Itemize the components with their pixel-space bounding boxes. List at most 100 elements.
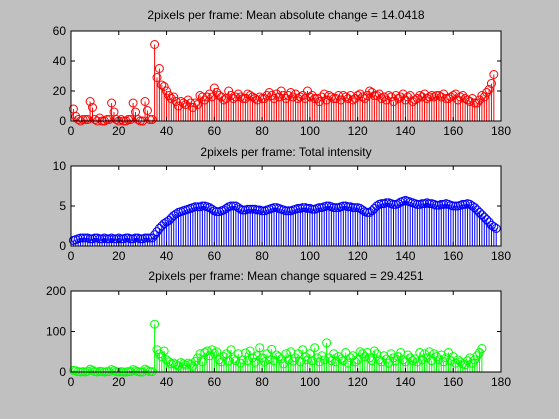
stem-marker [183,358,193,368]
stem-marker [224,356,234,366]
stem-marker [489,222,499,232]
stem-marker [286,88,296,97]
stem-marker [131,233,140,243]
x-tick-label: 160 [443,249,463,263]
stem-series [68,319,487,377]
stem-marker [212,88,222,97]
stem-marker [288,92,298,102]
stem-marker [338,91,348,100]
stem-marker [226,91,236,100]
x-tick-label: 120 [348,124,368,138]
x-tick-label: 0 [68,375,75,389]
stem-marker [250,94,260,103]
stem-marker [298,91,308,100]
stem-marker [441,353,451,363]
stem-marker [424,199,434,209]
stem-marker [470,203,480,213]
stem-marker [140,233,150,243]
stem-marker [310,94,320,103]
stem-marker [212,207,222,217]
stem-marker [152,73,162,82]
stem-marker [228,201,238,211]
subplot-mean-change-squared: 2pixels per frame: Mean change squared =… [46,269,511,389]
stem-marker [293,94,303,103]
stem-marker [95,234,105,244]
stem-marker [341,348,351,358]
stem-marker [398,89,408,99]
stem-marker [243,356,253,366]
stem-marker [248,92,258,102]
stem-marker [322,95,332,105]
stem-marker [142,365,152,375]
stem-marker [357,349,367,359]
stem-marker [90,115,100,124]
stem-marker [154,349,164,359]
stem-marker [336,95,346,105]
stem-marker [264,355,274,365]
y-tick-label: 0 [59,365,66,379]
stem-marker [231,92,241,102]
stem-marker [178,359,188,369]
stem-marker [252,205,262,215]
stem-marker [78,115,88,124]
stem-marker [422,353,432,363]
stem-marker [150,40,160,49]
stem-marker [111,115,121,124]
stem-marker [83,366,93,376]
stem-marker [472,205,482,215]
stem-marker [319,355,329,365]
stem-marker [343,202,353,212]
stem-marker [336,354,346,364]
stem-marker [250,357,260,367]
stem-marker [121,233,131,243]
stem-marker [470,98,480,108]
stem-marker [389,97,398,106]
stem-marker [317,92,327,102]
stem-marker [310,343,320,353]
stem-marker [257,94,267,103]
stem-marker [417,199,427,209]
stem-marker [178,98,188,108]
stem-marker [303,355,312,365]
stem-marker [212,347,222,357]
stem-marker [381,95,391,105]
stem-marker [169,92,179,102]
x-tick-label: 180 [491,375,511,389]
stem-marker [95,113,105,123]
subplot-mean-absolute-change: 2pixels per frame: Mean absolute change … [53,8,512,138]
stem-marker [271,89,281,99]
stem-marker [269,203,279,213]
stem-marker [475,95,484,105]
y-tick-label: 10 [53,159,67,173]
subplot-title: 2pixels per frame: Total intensity [200,145,371,159]
stem-marker [360,94,370,103]
stem-marker [154,223,164,233]
stem-marker [128,98,138,108]
stem-marker [389,353,398,363]
stem-marker [343,358,353,368]
stem-marker [214,355,224,365]
stem-marker [157,80,167,90]
stem-marker [491,223,501,233]
stem-marker [295,92,305,102]
stem-marker [171,209,181,219]
stem-marker [355,89,365,99]
x-tick-label: 140 [395,375,415,389]
stem-marker [109,234,119,244]
stem-marker [477,91,487,100]
stem-marker [252,351,262,361]
stem-marker [169,358,179,368]
y-tick-label: 0 [59,114,66,128]
stem-marker [384,91,394,100]
stem-marker [463,356,473,366]
stem-marker [334,91,344,100]
stem-marker [135,234,145,244]
stem-marker [150,230,160,240]
stem-marker [451,358,461,368]
stem-marker [443,94,453,103]
x-tick-label: 40 [160,375,174,389]
stem-marker [291,89,301,99]
stem-marker [357,92,367,102]
stem-marker [429,349,439,359]
y-tick-label: 20 [53,84,67,98]
